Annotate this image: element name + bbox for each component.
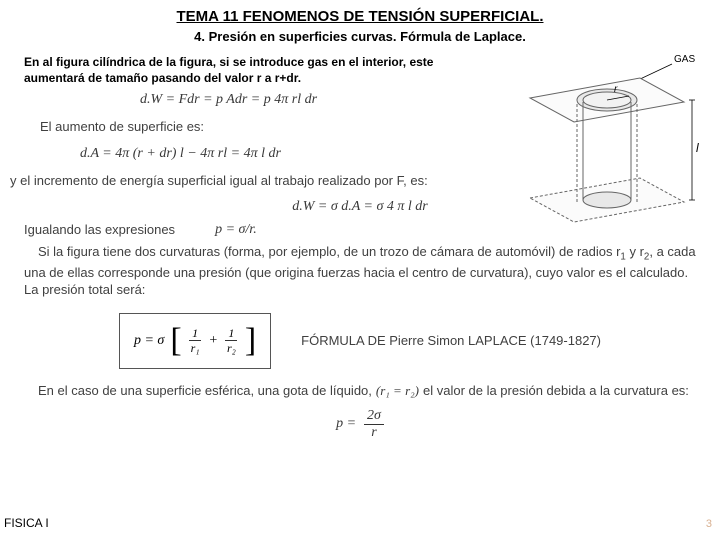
- page-title: TEMA 11 FENOMENOS DE TENSIÓN SUPERFICIAL…: [0, 0, 720, 25]
- equation-dw1: d.W = Fdr = p Adr = p 4π rl dr: [100, 86, 500, 114]
- text-igualando: Igualando las expresiones: [24, 221, 175, 239]
- equation-da: d.A = 4π (r + dr) l − 4π rl = 4π l dr: [40, 140, 440, 168]
- equation-final: p = 2σr: [0, 403, 720, 446]
- page-subtitle: 4. Presión en superficies curvas. Fórmul…: [0, 25, 720, 44]
- text-two-curvatures: Si la figura tiene dos curvaturas (forma…: [0, 239, 720, 303]
- cylinder-diagram: GAS l r: [522, 48, 702, 228]
- footer-course: FISICA I: [4, 516, 49, 530]
- laplace-formula-row: p = σ [ 1r₁ + 1r₂ ] FÓRMULA DE Pierre Si…: [0, 303, 720, 379]
- laplace-caption: FÓRMULA DE Pierre Simon LAPLACE (1749-18…: [301, 333, 601, 348]
- intro-paragraph: En al figura cilíndrica de la figura, si…: [0, 44, 490, 86]
- equation-p-sigma-r: p = σ/r.: [215, 222, 257, 238]
- length-label: l: [696, 141, 699, 155]
- laplace-equation-box: p = σ [ 1r₁ + 1r₂ ]: [119, 313, 271, 369]
- page-number: 3: [706, 518, 712, 530]
- text-spherical: En el caso de una superficie esférica, u…: [0, 379, 720, 403]
- gas-label: GAS: [674, 54, 695, 65]
